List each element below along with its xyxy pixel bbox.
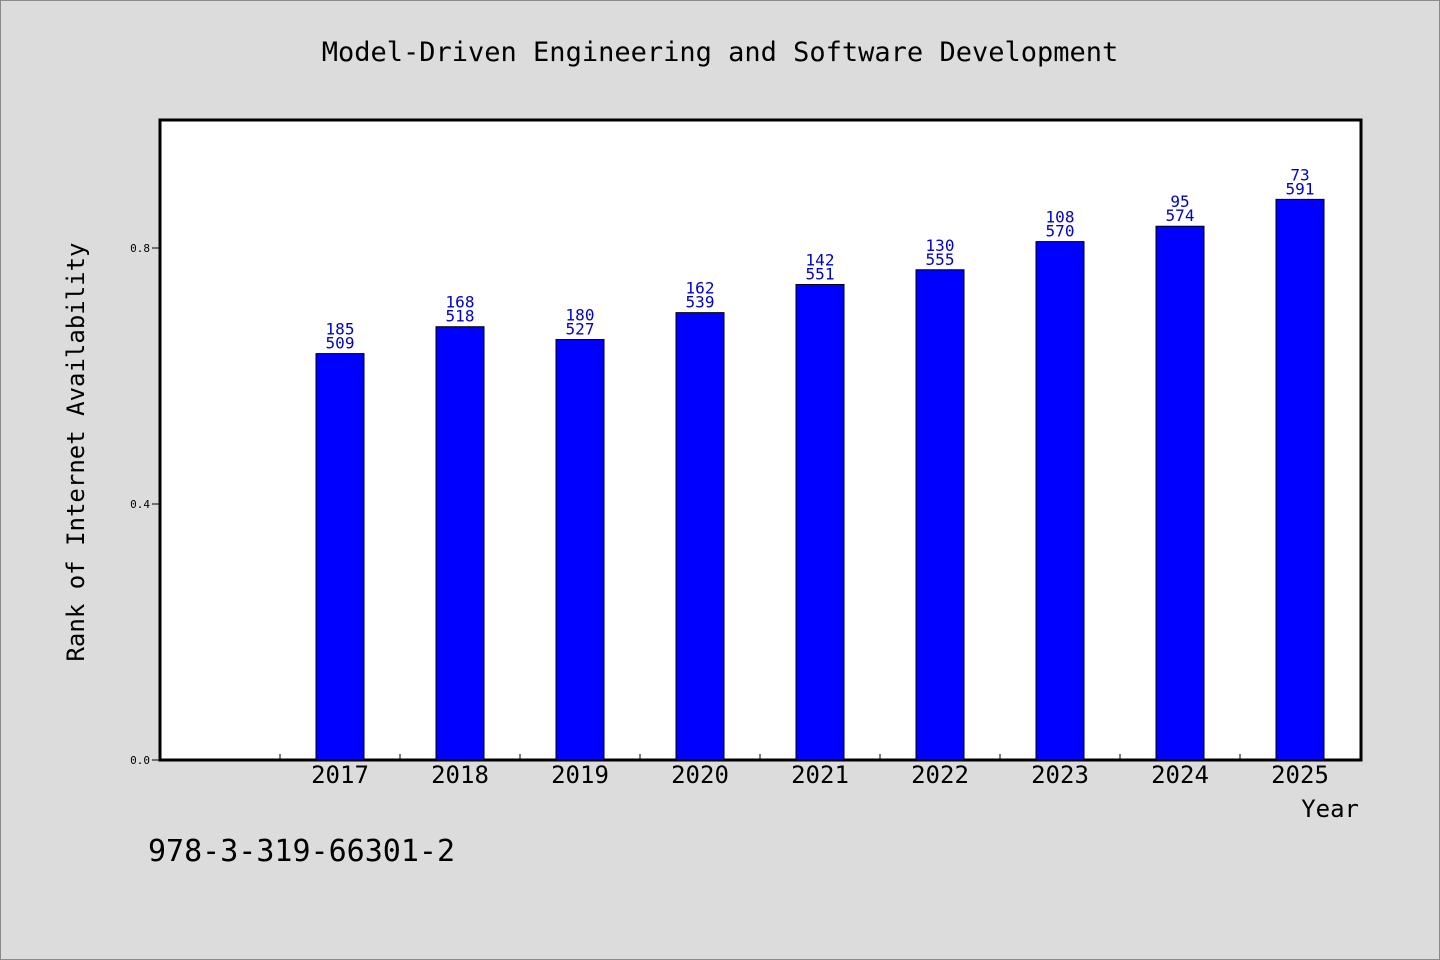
x-tick-label: 2019 bbox=[551, 761, 609, 789]
x-tick-label: 2022 bbox=[911, 761, 969, 789]
bar bbox=[795, 283, 845, 761]
isbn-label: 978-3-319-66301-2 bbox=[148, 834, 456, 869]
y-tick-label: 0.4 bbox=[130, 498, 150, 511]
x-tick-label: 2023 bbox=[1031, 761, 1089, 789]
bar bbox=[435, 326, 485, 761]
bar bbox=[315, 353, 365, 761]
x-axis: 2017 2018 2019 2020 2021 2022 2023 2024 2025 bbox=[279, 754, 1361, 789]
bar-lower-label: 574 bbox=[1166, 206, 1195, 225]
x-tick-label: 2020 bbox=[671, 761, 729, 789]
bar-upper-label: 95 bbox=[1170, 192, 1189, 211]
bar-upper-label: 185 bbox=[326, 320, 355, 339]
bar-upper-label: 130 bbox=[926, 236, 955, 255]
bar bbox=[915, 269, 965, 761]
y-axis-title: Rank of Internet Availability bbox=[62, 242, 90, 661]
bar-upper-label: 180 bbox=[566, 306, 595, 325]
y-axis: 0.0 0.4 0.8 bbox=[130, 242, 160, 767]
bar-series bbox=[315, 198, 1325, 761]
x-tick-label: 2025 bbox=[1271, 761, 1329, 789]
bar-lower-label: 539 bbox=[686, 293, 715, 312]
bar bbox=[1035, 241, 1085, 761]
bar-upper-label: 108 bbox=[1046, 208, 1075, 227]
bar-lower-label: 551 bbox=[806, 264, 835, 283]
bar-upper-label: 142 bbox=[806, 250, 835, 269]
x-tick-label: 2018 bbox=[431, 761, 489, 789]
chart-title: Model-Driven Engineering and Software De… bbox=[322, 37, 1119, 68]
x-tick-label: 2017 bbox=[311, 761, 369, 789]
bar-lower-label: 591 bbox=[1286, 179, 1315, 198]
y-tick-label: 0.8 bbox=[130, 242, 150, 255]
bar bbox=[555, 339, 605, 761]
x-tick-label: 2021 bbox=[791, 761, 849, 789]
bar-upper-label: 162 bbox=[686, 279, 715, 298]
bar-lower-label: 518 bbox=[446, 307, 475, 326]
bar-upper-label: 73 bbox=[1290, 165, 1309, 184]
bar-upper-label: 168 bbox=[446, 293, 475, 312]
bar bbox=[675, 312, 725, 761]
bar-lower-label: 527 bbox=[566, 320, 595, 339]
x-tick-label: 2024 bbox=[1151, 761, 1209, 789]
bar-lower-label: 570 bbox=[1046, 222, 1075, 241]
x-axis-title: Year bbox=[1301, 795, 1359, 823]
bar-lower-label: 555 bbox=[926, 250, 955, 269]
bar bbox=[1155, 225, 1205, 761]
bar bbox=[1275, 198, 1325, 761]
bar-lower-label: 509 bbox=[326, 334, 355, 353]
y-tick-label: 0.0 bbox=[130, 754, 150, 767]
